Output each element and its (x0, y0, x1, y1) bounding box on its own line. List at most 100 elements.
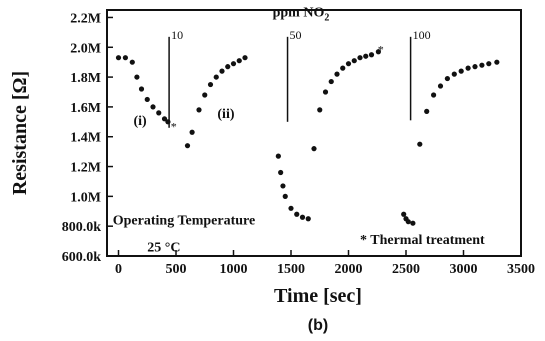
data-point (288, 205, 294, 211)
data-point (437, 83, 444, 89)
y-tick-label: 600.0k (62, 250, 102, 265)
data-point (184, 143, 191, 149)
x-tick-label: 500 (166, 262, 187, 277)
y-tick-label: 2.0M (70, 41, 101, 56)
data-point (207, 81, 214, 88)
data-point (299, 214, 306, 220)
data-point (189, 129, 195, 135)
data-point (357, 55, 363, 61)
data-point (368, 52, 375, 58)
data-point (472, 64, 478, 70)
annotation-text: (ii) (217, 107, 234, 122)
data-point (213, 74, 219, 80)
data-point (410, 220, 416, 226)
data-point (134, 74, 140, 80)
data-point (294, 211, 300, 217)
annotation-text: 25 °C (147, 241, 180, 256)
data-point (317, 107, 323, 113)
y-tick-label: 1.0M (70, 190, 101, 205)
data-point (363, 53, 369, 59)
x-tick-label: 1000 (220, 262, 248, 277)
data-point (334, 71, 340, 77)
treatment-markers: ** (171, 43, 384, 134)
y-tick-label: 1.4M (70, 131, 101, 146)
data-point (122, 55, 128, 61)
annotations: ppm NO2 (i) (ii) Operating Temperature 25 °C… (113, 6, 485, 256)
annotation-text: Operating Temperature (113, 214, 255, 229)
data-point (230, 61, 237, 67)
annotation-label: (ii) (217, 107, 234, 122)
annotation-label: (i) (133, 114, 147, 129)
data-point (345, 61, 352, 67)
data-point (236, 58, 242, 64)
data-point (144, 96, 150, 103)
x-tick-label: 3000 (450, 262, 478, 277)
plot-frame (106, 9, 522, 257)
concentration-label: 10 (171, 28, 183, 42)
y-tick-label: 2.2M (70, 11, 101, 26)
data-point (458, 68, 464, 74)
data-point (417, 141, 423, 147)
resistance-series (115, 49, 500, 226)
data-point (282, 193, 288, 199)
x-tick-label: 2000 (335, 262, 363, 277)
x-tick-label: 2500 (392, 262, 420, 277)
data-point (242, 55, 248, 61)
data-point (156, 110, 162, 116)
data-point (424, 108, 430, 114)
concentration-label: 50 (290, 28, 302, 42)
no2-subscript: 2 (324, 13, 329, 24)
data-point (494, 59, 500, 65)
y-tick-label: 1.6M (70, 101, 101, 116)
data-point (280, 183, 286, 189)
annotation-text: * Thermal treatment (360, 233, 485, 248)
y-axis-title: Resistance [Ω] (9, 71, 31, 195)
data-point (129, 59, 135, 65)
data-point (328, 78, 334, 85)
data-point (196, 107, 202, 113)
treatment-marker-2: * (378, 43, 384, 57)
annotation-text: ppm NO (273, 6, 325, 21)
x-axis-title: Time [sec] (274, 285, 362, 307)
y-axis-ticks: 600.0k 800.0k 1.0M 1.2M 1.4M 1.6M 1.8M 2.0M 2.2M (62, 11, 113, 265)
data-point (375, 49, 381, 55)
data-point (444, 75, 450, 82)
data-point (225, 64, 231, 70)
x-axis-ticks: 0 500 1000 1500 2000 2500 3000 3500 (115, 250, 535, 277)
x-tick-label: 3500 (507, 262, 535, 277)
concentration-lines: 10 50 100 (168, 28, 431, 128)
data-point (340, 65, 346, 71)
annotation-label: * Thermal treatment (360, 233, 485, 248)
data-point (165, 119, 171, 125)
concentration-label: 100 (413, 28, 431, 42)
annotation-label: 25 °C (147, 241, 180, 256)
annotation-label: Operating Temperature (113, 214, 255, 229)
data-point (322, 89, 329, 95)
data-point (202, 92, 208, 98)
data-point (278, 169, 284, 176)
data-point (405, 219, 411, 225)
data-point (219, 68, 225, 74)
annotation-label: ppm NO2 (273, 6, 330, 24)
data-point (401, 211, 407, 217)
data-point (275, 153, 281, 159)
panel-label: (b) (308, 317, 328, 334)
data-point (305, 216, 311, 222)
data-point (479, 62, 485, 68)
data-point (431, 92, 437, 98)
data-point (486, 61, 492, 67)
data-point (351, 58, 357, 64)
data-point (465, 65, 471, 71)
data-point (138, 86, 145, 92)
treatment-marker-1: * (171, 119, 177, 133)
x-tick-label: 1500 (277, 262, 305, 277)
data-point (311, 146, 317, 152)
data-point (451, 71, 457, 77)
data-point (161, 116, 168, 122)
y-tick-label: 1.2M (70, 161, 101, 176)
y-tick-label: 1.8M (70, 71, 101, 86)
y-tick-label: 800.0k (62, 220, 102, 235)
data-point (115, 55, 122, 61)
annotation-text: (i) (133, 114, 147, 129)
